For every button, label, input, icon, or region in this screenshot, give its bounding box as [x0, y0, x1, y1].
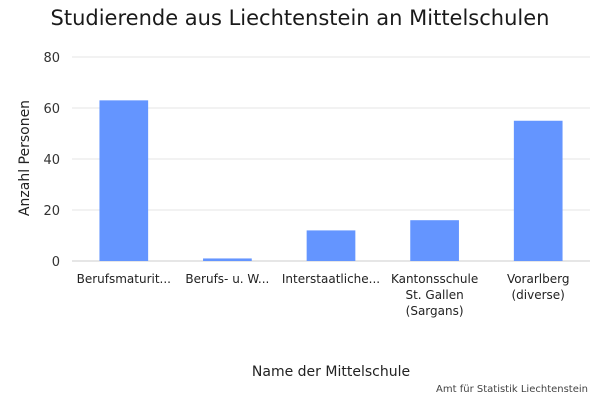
- y-tick-label: 80: [43, 51, 60, 66]
- bar[interactable]: [306, 230, 356, 261]
- x-tick-label: Berufs- u. W...: [185, 272, 269, 286]
- bar[interactable]: [513, 120, 563, 261]
- x-axis-label: Name der Mittelschule: [251, 364, 411, 380]
- bar[interactable]: [410, 220, 459, 261]
- x-tick-label: Kantonsschule St. Gallen (Sargans): [391, 272, 478, 318]
- y-tick-label: 60: [43, 102, 60, 117]
- y-tick-label: 40: [43, 153, 60, 168]
- x-tick-label: Vorarlberg (diverse): [507, 272, 570, 302]
- bar[interactable]: [203, 258, 252, 261]
- x-tick-label: Interstaatliche...: [282, 272, 380, 286]
- chart-title: Studierende aus Liechtenstein an Mittels…: [50, 6, 550, 30]
- y-tick-label: 20: [43, 204, 60, 219]
- y-axis-label: Anzahl Personen: [17, 99, 33, 217]
- bar[interactable]: [99, 100, 149, 261]
- x-tick-label: Berufsmaturit...: [77, 272, 171, 286]
- y-tick-label: 0: [52, 255, 60, 270]
- chart-credits[interactable]: Amt für Statistik Liechtenstein: [436, 384, 588, 395]
